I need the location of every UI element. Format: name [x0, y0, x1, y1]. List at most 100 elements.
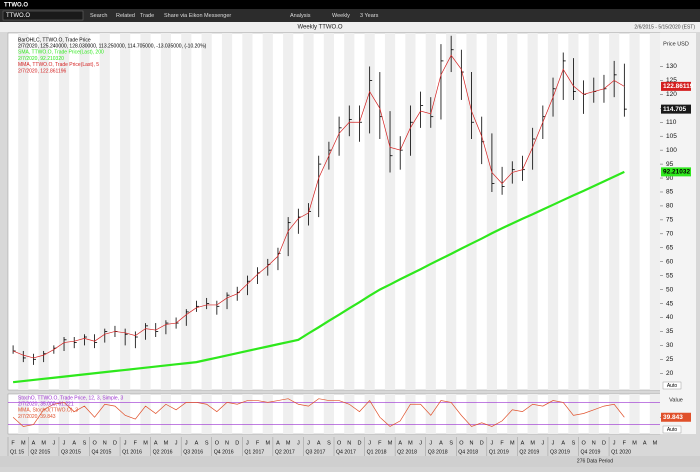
month-stripe: [486, 394, 497, 434]
legend-text: 2/7/2020, 125.240000, 128.030000, 113.25…: [18, 44, 207, 50]
month-stripe: [588, 33, 599, 390]
x-tick-label: A: [439, 440, 443, 446]
y-tick-label: 90: [666, 175, 674, 182]
quarter-label: Q1 2018: [367, 449, 387, 455]
auto-button[interactable]: [662, 381, 682, 390]
toolbar-item[interactable]: Analysis: [290, 13, 311, 19]
y-tick-label: 25: [666, 356, 674, 363]
x-tick-label: O: [215, 440, 220, 446]
x-tick-label: M: [164, 440, 169, 446]
month-stripe: [201, 33, 212, 390]
last-value-label: 114.705: [663, 106, 687, 113]
toolbar-item[interactable]: Share via Eikon Messenger: [164, 13, 231, 19]
month-stripe: [405, 33, 416, 390]
month-stripe: [364, 33, 375, 390]
toolbar-item[interactable]: 3 Years: [360, 13, 379, 19]
x-tick-label: O: [581, 440, 586, 446]
x-tick-label: O: [92, 440, 97, 446]
month-stripe: [486, 33, 497, 390]
month-stripe: [466, 33, 477, 390]
x-tick-label: A: [276, 440, 280, 446]
stoch-line: [12, 398, 625, 427]
window-title: TTWO.O: [4, 3, 28, 9]
x-tick-label: M: [632, 440, 637, 446]
last-value-label: 92.21032: [663, 169, 690, 176]
x-tick-label: S: [83, 440, 87, 446]
x-tick-label: D: [357, 440, 361, 446]
chart-title: Weekly TTWO.O: [297, 25, 342, 31]
y-tick-label: 45: [666, 300, 674, 307]
y-tick-label: 40: [666, 314, 674, 321]
month-stripe: [79, 394, 90, 434]
x-tick-label: A: [72, 440, 76, 446]
month-stripe: [384, 33, 396, 390]
month-stripe: [649, 394, 660, 434]
month-stripe: [547, 394, 559, 434]
month-stripe: [344, 33, 355, 390]
y-tick-label: 125: [666, 77, 677, 84]
x-tick-label: M: [286, 440, 291, 446]
month-stripe: [364, 394, 375, 434]
price-axis-label: Price USD: [663, 41, 689, 47]
y-tick-label: 50: [666, 286, 674, 293]
quarter-label: Q3 2019: [550, 449, 570, 455]
x-tick-label: D: [113, 440, 117, 446]
month-stripe: [629, 394, 640, 434]
quarter-label: Q2 2017: [275, 449, 295, 455]
date-range: 2/6/2015 - 5/15/2020 (EST): [634, 24, 695, 30]
month-stripe: [120, 33, 131, 390]
month-stripe: [18, 394, 29, 434]
x-tick-label: D: [480, 440, 484, 446]
x-tick-label: N: [470, 440, 474, 446]
toolbar-item[interactable]: Related: [116, 13, 135, 19]
y-tick-label: 75: [666, 217, 674, 224]
y-tick-label: 110: [666, 119, 677, 126]
month-stripe: [221, 33, 233, 390]
month-stripe: [242, 394, 253, 434]
month-stripe: [527, 394, 538, 434]
x-tick-label: A: [398, 440, 402, 446]
toolbar-item[interactable]: Search: [90, 13, 107, 19]
month-stripe: [649, 33, 660, 390]
symbol-input[interactable]: [2, 10, 84, 21]
x-tick-label: S: [327, 440, 331, 446]
x-tick-label: J: [124, 440, 127, 446]
month-stripe: [221, 394, 233, 434]
last-value-label: 39.843: [663, 414, 683, 421]
toolbar-item[interactable]: Weekly: [332, 13, 350, 19]
status-bar: [0, 456, 700, 467]
month-stripe: [58, 33, 70, 390]
quarter-label: Q4 2018: [458, 449, 478, 455]
month-stripe: [201, 394, 212, 434]
month-stripe: [629, 33, 640, 390]
x-tick-label: M: [510, 440, 515, 446]
x-tick-label: M: [143, 440, 148, 446]
quarter-label: Q2 2016: [153, 449, 173, 455]
last-value-box: [661, 167, 691, 177]
legend-text: 2/7/2020, 39.843: [18, 414, 56, 420]
x-tick-label: J: [185, 440, 188, 446]
auto-button[interactable]: [662, 425, 682, 434]
month-stripe: [79, 33, 90, 390]
x-tick-label: O: [337, 440, 342, 446]
month-stripe: [446, 394, 457, 434]
x-tick-label: M: [530, 440, 535, 446]
month-stripe: [38, 394, 49, 434]
x-tick-label: J: [552, 440, 555, 446]
x-tick-label: O: [459, 440, 464, 446]
x-tick-label: J: [63, 440, 66, 446]
x-tick-label: J: [368, 440, 371, 446]
month-stripe: [18, 33, 29, 390]
month-stripe: [120, 394, 131, 434]
chart-header: [0, 22, 700, 32]
y-tick-label: 100: [666, 147, 677, 154]
month-stripe: [181, 394, 192, 434]
month-stripe: [507, 394, 518, 434]
stoch-axis-label: Value: [669, 397, 683, 403]
month-stripe: [609, 33, 620, 390]
quarter-label: Q2 2019: [519, 449, 539, 455]
month-stripe: [283, 394, 294, 434]
y-tick-label: 35: [666, 328, 674, 335]
toolbar-item[interactable]: Trade: [140, 13, 154, 19]
auto-button-text: Auto: [667, 427, 678, 433]
